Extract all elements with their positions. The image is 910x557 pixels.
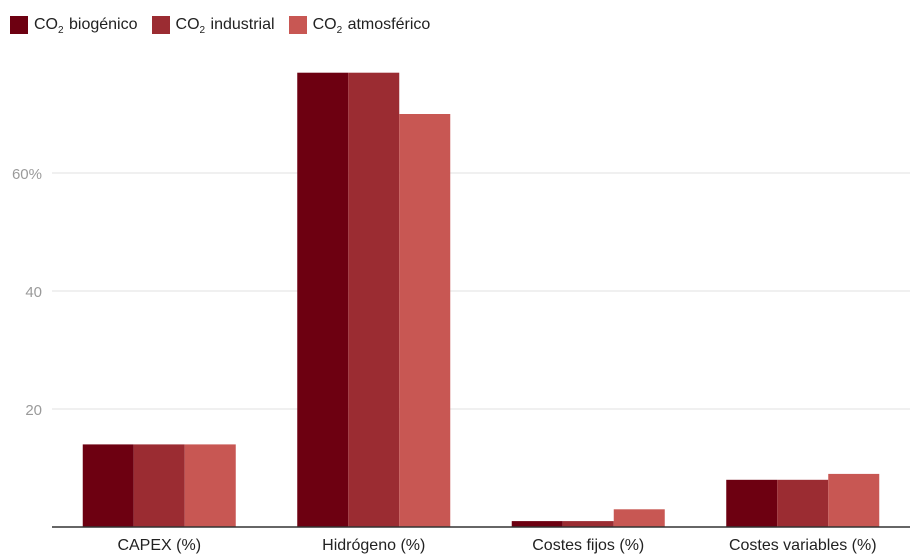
legend-swatch-co2-biogenico: [10, 16, 28, 34]
bar: [777, 479, 829, 527]
bar: [562, 521, 614, 527]
legend-label-co2-atmosferico: CO 2 atmosférico: [312, 16, 431, 36]
legend-label-co2-biogenico: CO 2 biogénico: [34, 16, 138, 36]
x-tick-label: Costes fijos (%): [532, 537, 644, 554]
bar: [297, 72, 349, 527]
legend-swatch-co2-industrial: [151, 16, 170, 34]
y-axis-tick-labels: 20 40 60%: [12, 166, 42, 419]
bar: [613, 509, 665, 527]
bar: [133, 444, 185, 527]
x-axis-tick-labels: CAPEX (%) Hidrógeno (%) Costes fijos (%) Co…: [117, 537, 876, 554]
bar: [82, 444, 134, 527]
legend-label-rest: biogénico: [64, 16, 138, 33]
bar: [184, 444, 236, 527]
legend-label-base: CO: [312, 16, 337, 33]
bar: [399, 114, 451, 527]
legend-label-rest: atmosférico: [343, 16, 431, 33]
bar: [726, 479, 778, 527]
legend-swatch-co2-atmosferico: [288, 16, 307, 34]
y-tick-label: 20: [25, 402, 42, 419]
x-tick-label: CAPEX (%): [117, 537, 201, 554]
bar: [511, 521, 563, 527]
chart-legend: CO 2 biogénico CO 2 industrial CO 2 atmosfé…: [10, 16, 444, 36]
y-tick-label: 40: [25, 284, 42, 301]
x-tick-label: Costes variables (%): [729, 537, 877, 554]
legend-item-co2-atmosferico: CO 2 atmosférico: [288, 16, 431, 36]
bars: [82, 72, 880, 527]
legend-label-co2-industrial: CO 2 industrial: [175, 16, 275, 36]
bar: [828, 473, 880, 527]
bar: [348, 72, 400, 527]
legend-label-base: CO: [34, 16, 58, 33]
x-tick-label: Hidrógeno (%): [322, 537, 425, 554]
legend-label-subscript: 2: [199, 25, 206, 36]
legend-label-rest: industrial: [206, 16, 275, 33]
legend-label-subscript: 2: [336, 25, 343, 36]
gridlines: [52, 172, 910, 410]
legend-item-co2-industrial: CO 2 industrial: [151, 16, 275, 36]
legend-label-subscript: 2: [58, 25, 64, 36]
y-tick-label: 60%: [12, 166, 42, 183]
legend-label-base: CO: [175, 16, 200, 33]
legend-item-co2-biogenico: CO 2 biogénico: [10, 16, 138, 36]
